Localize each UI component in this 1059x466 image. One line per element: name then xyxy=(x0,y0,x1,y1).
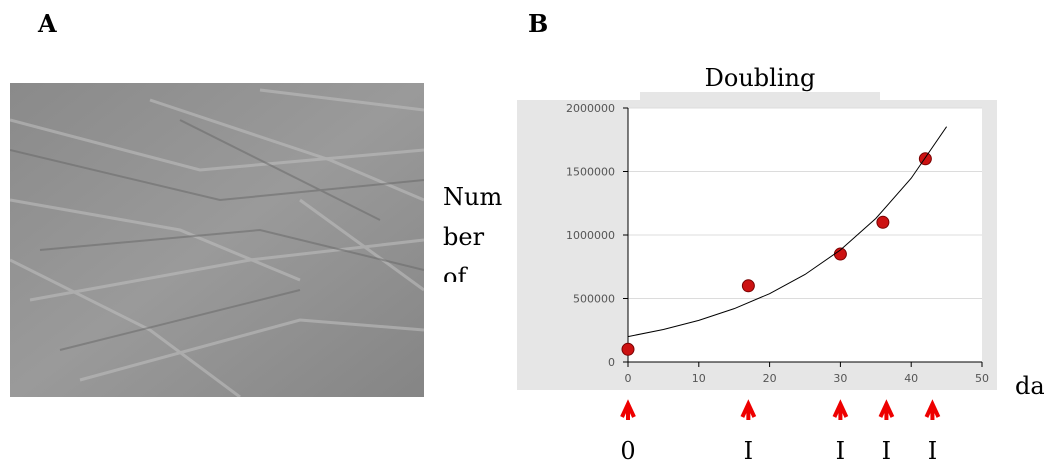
x-tick-label: 50 xyxy=(975,372,989,385)
x-tick-label: 10 xyxy=(692,372,706,385)
y-tick-label: 2000000 xyxy=(566,102,615,115)
arrow xyxy=(740,399,757,420)
annotation-label: I xyxy=(744,437,753,465)
y-tick-label: 1500000 xyxy=(566,166,615,179)
chart-title: Doubling xyxy=(705,64,816,92)
data-point xyxy=(621,342,635,356)
annotation-label: I xyxy=(882,437,891,465)
y-axis-label: Num xyxy=(443,183,502,211)
y-tick-label: 0 xyxy=(608,356,615,369)
label-clip xyxy=(440,282,510,312)
title-clip xyxy=(640,92,880,100)
micrograph xyxy=(10,83,424,397)
arrow xyxy=(620,399,636,420)
annotation-label: I xyxy=(836,437,845,465)
x-tick-label: 30 xyxy=(833,372,847,385)
x-tick-label: 40 xyxy=(904,372,918,385)
annotation-label: 0 xyxy=(620,437,635,465)
arrow xyxy=(878,399,895,420)
x-tick-label: 0 xyxy=(625,372,632,385)
y-axis-label: ber xyxy=(443,223,485,251)
arrow xyxy=(832,399,849,420)
x-tick-label: 20 xyxy=(763,372,777,385)
panel-label: B xyxy=(528,9,548,38)
panel-label: A xyxy=(37,9,57,38)
y-tick-label: 500000 xyxy=(573,293,615,306)
fit-curve xyxy=(627,126,948,338)
annotation-label: I xyxy=(928,437,937,465)
y-tick-label: 1000000 xyxy=(566,229,615,242)
data-point xyxy=(741,279,755,293)
data-point xyxy=(876,215,890,229)
x-axis-label: da xyxy=(1015,372,1045,400)
arrow xyxy=(924,399,941,420)
